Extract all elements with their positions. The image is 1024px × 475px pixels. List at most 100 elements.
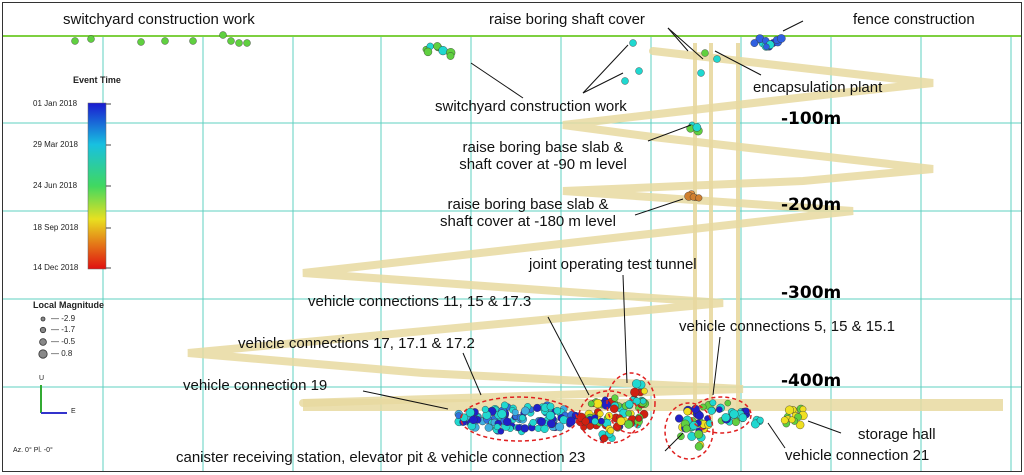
mag-symbol-1 bbox=[40, 316, 46, 322]
mag-symbol-4 bbox=[38, 349, 48, 359]
orientation-axes bbox=[40, 385, 67, 414]
event-raise-cover bbox=[629, 39, 637, 47]
event-vc19 bbox=[546, 402, 555, 411]
event-vc19 bbox=[521, 406, 530, 415]
label-fence: fence construction bbox=[853, 11, 975, 28]
legend-mag-value-3: — -0.5 bbox=[51, 337, 76, 346]
event-storage-hall bbox=[780, 416, 789, 425]
highlight-ellipses bbox=[460, 372, 752, 460]
event-vc19 bbox=[555, 422, 565, 432]
legend-mag-value-2: — -1.7 bbox=[51, 325, 76, 334]
event-vc19 bbox=[537, 417, 546, 427]
event-switchyard bbox=[137, 38, 145, 46]
event-vc5 bbox=[724, 399, 732, 407]
event-joint-tunnel bbox=[610, 404, 619, 413]
event-vc5 bbox=[738, 413, 748, 422]
event-vc19 bbox=[553, 406, 562, 415]
ellipse-joint-tunnel bbox=[606, 372, 656, 434]
event-vc5 bbox=[709, 399, 717, 407]
event-switchyard bbox=[446, 52, 455, 60]
event-vc5 bbox=[721, 413, 731, 422]
ellipse-vc5 bbox=[690, 396, 752, 434]
axis-east-label: E bbox=[71, 408, 76, 415]
event-canister bbox=[694, 429, 704, 439]
event-vc19 bbox=[500, 401, 509, 410]
event-base-slab-90 bbox=[692, 123, 702, 132]
event-canister bbox=[682, 424, 691, 433]
event-vc17 bbox=[593, 399, 603, 409]
event-base-slab-180 bbox=[695, 194, 703, 202]
color-bar bbox=[87, 102, 107, 270]
event-vc21 bbox=[756, 416, 764, 424]
label-vc-17: vehicle connections 17, 17.1 & 17.2 bbox=[238, 335, 475, 352]
event-switchyard bbox=[621, 77, 629, 85]
event-fence bbox=[776, 34, 786, 43]
event-encapsulation bbox=[701, 49, 709, 57]
event-switchyard bbox=[635, 67, 643, 75]
event-vc19 bbox=[481, 405, 489, 413]
label-base-slab-180: raise boring base slab & shaft cover at … bbox=[440, 196, 616, 230]
shafts bbox=[693, 43, 740, 423]
label-joint-tunnel: joint operating test tunnel bbox=[529, 256, 697, 273]
event-vc19 bbox=[497, 428, 505, 435]
depth-label-100: -100m bbox=[781, 109, 842, 129]
event-vc19 bbox=[465, 407, 475, 418]
label-base-slab-90: raise boring base slab & shaft cover at … bbox=[459, 139, 627, 173]
event-vc17 bbox=[597, 410, 604, 418]
event-vc19 bbox=[497, 409, 507, 419]
depth-label-200: -200m bbox=[781, 195, 842, 215]
legend-time-tick-1: 01 Jan 2018 bbox=[33, 99, 78, 108]
event-vc19 bbox=[511, 408, 519, 416]
event-vc19 bbox=[493, 423, 501, 431]
event-joint-tunnel bbox=[625, 400, 634, 409]
event-vc5 bbox=[729, 409, 739, 419]
event-vc17 bbox=[598, 417, 605, 425]
event-canister bbox=[689, 421, 699, 430]
ellipse-vc17 bbox=[578, 390, 640, 444]
label-raise-boring-cover: raise boring shaft cover bbox=[489, 11, 645, 28]
event-canister bbox=[677, 432, 685, 441]
event-vc5 bbox=[706, 419, 714, 427]
event-encapsulation bbox=[697, 69, 705, 77]
event-joint-tunnel bbox=[639, 397, 647, 405]
event-switchyard bbox=[235, 39, 243, 47]
event-joint-tunnel bbox=[624, 419, 634, 429]
event-switchyard bbox=[219, 31, 227, 39]
event-vc17 bbox=[587, 400, 595, 408]
event-fence bbox=[750, 39, 759, 47]
legend-mag-value-1: — -2.9 bbox=[51, 314, 76, 323]
event-vc5 bbox=[695, 411, 704, 420]
event-vc17 bbox=[591, 417, 599, 425]
event-switchyard bbox=[189, 37, 197, 45]
event-switchyard bbox=[438, 45, 448, 56]
label-canister: canister receiving station, elevator pit… bbox=[176, 449, 586, 466]
legend-time-tick-2: 29 Mar 2018 bbox=[33, 140, 78, 149]
event-vc5 bbox=[716, 406, 723, 413]
event-vc19 bbox=[529, 418, 537, 427]
event-joint-tunnel bbox=[611, 394, 619, 402]
legend-mag-value-4: — 0.8 bbox=[51, 349, 73, 358]
event-vc17 bbox=[581, 417, 590, 426]
event-vc19 bbox=[566, 416, 576, 426]
label-storage-hall: storage hall bbox=[858, 426, 936, 443]
mag-symbol-2 bbox=[39, 326, 47, 334]
tunnel-scene bbox=[3, 20, 1021, 471]
event-vc19 bbox=[519, 414, 526, 422]
event-joint-tunnel bbox=[625, 410, 632, 417]
seismic-events bbox=[71, 31, 808, 451]
legend-time-tick-3: 24 Jun 2018 bbox=[33, 181, 78, 190]
ellipse-vc19 bbox=[460, 396, 578, 442]
event-storage-hall bbox=[795, 420, 805, 430]
event-canister bbox=[683, 407, 692, 416]
event-vc5 bbox=[707, 406, 716, 415]
event-vc5 bbox=[743, 407, 750, 415]
event-vc19 bbox=[545, 411, 555, 421]
view-orientation-text: Az. 0° Pl. -0° bbox=[13, 447, 53, 454]
event-vc19 bbox=[540, 424, 549, 433]
label-vc-5-15: vehicle connections 5, 15 & 15.1 bbox=[679, 318, 895, 335]
event-canister bbox=[675, 414, 684, 423]
event-switchyard bbox=[161, 37, 169, 45]
label-vc-21: vehicle connection 21 bbox=[785, 447, 930, 464]
legend-time-title: Event Time bbox=[73, 75, 121, 85]
event-storage-hall bbox=[784, 405, 795, 415]
